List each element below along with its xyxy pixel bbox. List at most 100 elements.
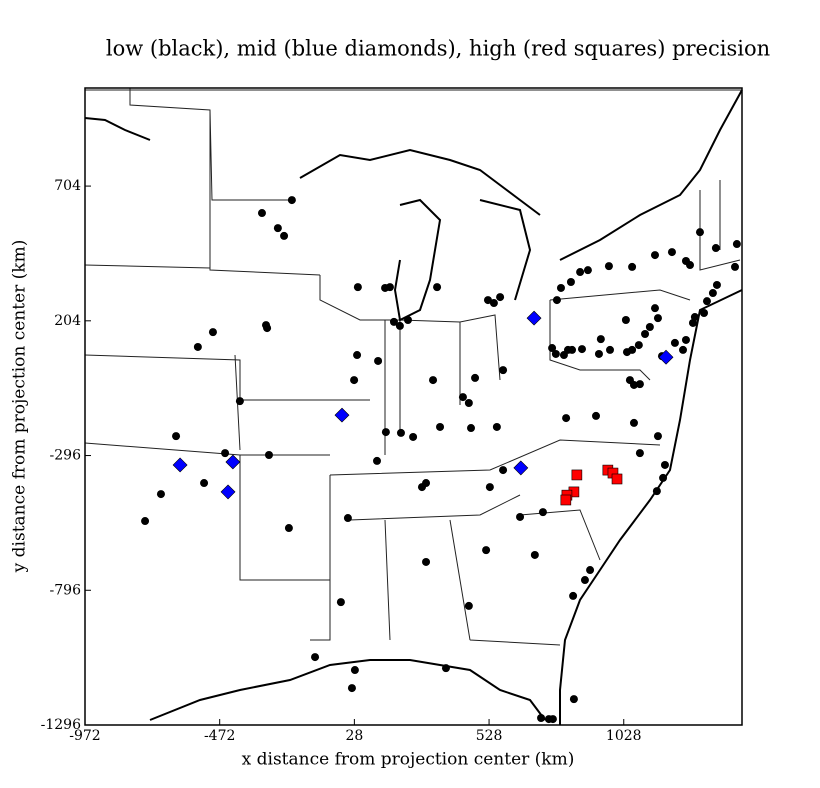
low-point [373,456,381,465]
low-point [343,514,352,523]
low-point [403,316,412,325]
low-point [374,356,383,365]
low-point [566,278,575,287]
low-point [471,373,480,382]
low-point [569,591,578,600]
low-point [712,280,721,289]
x-tick-label: 1028 [606,728,642,744]
x-tick-label: 28 [345,728,363,744]
low-point [496,293,505,302]
low-point [350,666,359,675]
low-point [576,268,585,277]
low-point [389,317,398,326]
plot-frame [84,87,743,726]
low-point [264,451,273,460]
low-point [596,335,605,344]
low-point [650,251,659,260]
low-point [263,324,272,333]
low-point [396,428,405,437]
low-point [499,366,508,375]
low-point [257,209,266,218]
low-point [594,349,603,358]
low-point [556,283,565,292]
y-axis-label: y distance from projection center (km) [10,240,30,574]
low-point [467,424,476,433]
low-point [395,321,404,330]
high-point [560,494,572,506]
low-point [273,224,282,233]
low-point [659,473,668,482]
mid-point [513,460,529,476]
low-point [280,231,289,240]
mid-point [172,457,188,473]
high-point [571,469,583,481]
low-point [385,283,394,292]
mid-point [334,407,350,423]
low-point [537,713,546,722]
low-point [422,557,431,566]
low-point [347,684,356,693]
low-point [235,397,244,406]
low-point [464,601,473,610]
low-point [516,512,525,521]
low-point [635,449,644,458]
low-point [530,550,539,559]
low-point [353,351,362,360]
low-point [670,338,679,347]
y-tick-label: -296 [50,448,82,464]
low-point [551,349,560,358]
low-point [688,318,697,327]
low-point [711,244,720,253]
low-point [409,432,418,441]
mid-point [220,484,236,500]
low-point [653,314,662,323]
low-point [193,342,202,351]
low-point [483,296,492,305]
low-point [489,299,498,308]
x-tick-label: -972 [69,728,100,744]
low-point [208,328,217,337]
low-point [686,261,695,270]
low-point [652,487,661,496]
low-point [441,664,450,673]
low-point [708,289,717,298]
low-point [667,248,676,257]
low-point [221,449,230,458]
low-point [284,524,293,533]
mid-point [225,454,241,470]
low-point [628,262,637,271]
map-outlines [84,88,743,725]
low-point [548,344,557,353]
low-point [433,283,442,292]
low-point [353,283,362,292]
low-point [650,304,659,313]
mid-point [526,310,542,326]
mid-point [658,349,674,365]
low-point [464,398,473,407]
high-point [611,473,623,485]
low-point [700,308,709,317]
low-point [482,546,491,555]
low-point [732,240,741,249]
y-tick-label: 204 [54,313,81,329]
low-point [156,490,165,499]
low-point [336,598,345,607]
low-point [645,323,654,332]
low-point [172,432,181,441]
low-point [422,479,431,488]
low-point [499,466,508,475]
low-point [458,393,467,402]
low-point [629,418,638,427]
low-point [730,262,739,271]
chart-title: low (black), mid (blue diamonds), high (… [106,37,770,61]
low-point [287,196,296,205]
low-point [586,566,595,575]
low-point [577,345,586,354]
y-tick-label: -1296 [41,717,81,733]
low-point [485,483,494,492]
low-point [641,330,650,339]
x-tick-label: -472 [204,728,235,744]
y-tick-label: 704 [54,178,81,194]
x-axis-label: x distance from projection center (km) [242,750,575,770]
